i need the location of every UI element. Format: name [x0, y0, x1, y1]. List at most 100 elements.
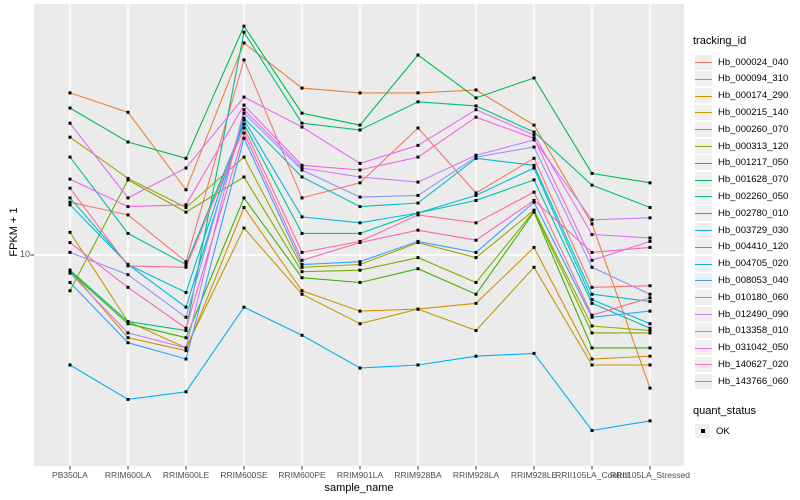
data-point	[300, 289, 304, 293]
legend-entry-quant-ok: OK	[695, 423, 730, 439]
data-point	[358, 239, 362, 243]
data-point	[416, 143, 420, 147]
data-point	[184, 329, 188, 333]
data-point	[648, 239, 652, 243]
data-point	[590, 346, 594, 350]
legend-key-swatch	[695, 222, 712, 238]
data-point	[358, 91, 362, 95]
data-point	[358, 231, 362, 235]
data-point	[590, 429, 594, 433]
data-point	[648, 284, 652, 288]
data-point	[126, 140, 130, 144]
legend-key-swatch	[695, 172, 712, 188]
data-point	[184, 346, 188, 350]
data-point	[242, 95, 246, 99]
data-point	[300, 258, 304, 262]
y-axis-title: FPKM + 1	[8, 207, 20, 257]
data-point	[300, 125, 304, 129]
data-point	[532, 351, 536, 355]
data-point	[300, 250, 304, 254]
data-point	[474, 354, 478, 358]
data-point	[184, 265, 188, 269]
data-point	[358, 366, 362, 370]
data-point	[242, 111, 246, 115]
line-swatch-icon	[695, 95, 712, 97]
data-point	[358, 322, 362, 326]
legend-entry-Hb_002780_010: Hb_002780_010	[695, 205, 788, 221]
data-point	[474, 104, 478, 108]
legend-entry-label: Hb_000215_140	[718, 106, 789, 118]
line-swatch-icon	[695, 196, 712, 198]
line-swatch-icon	[695, 146, 712, 147]
data-point	[648, 363, 652, 367]
line-swatch-icon	[695, 78, 712, 80]
data-point	[474, 250, 478, 254]
data-point	[68, 268, 72, 272]
data-point	[648, 309, 652, 313]
data-point	[126, 336, 130, 340]
legend-entry-label: Hb_031042_050	[718, 342, 789, 354]
x-tick-label: RRII105LA_Stressed	[610, 470, 690, 480]
line-swatch-icon	[695, 62, 712, 63]
data-point	[648, 329, 652, 333]
data-point	[242, 122, 246, 126]
data-point	[126, 110, 130, 114]
legend-entry-label: Hb_004410_120	[718, 241, 789, 253]
data-point	[474, 191, 478, 195]
legend-entry-Hb_000094_310: Hb_000094_310	[695, 71, 788, 87]
data-point	[126, 196, 130, 200]
data-point	[242, 103, 246, 107]
legend-entry-Hb_002260_050: Hb_002260_050	[695, 188, 788, 204]
line-swatch-icon	[695, 112, 712, 114]
data-point	[590, 357, 594, 361]
data-point	[648, 216, 652, 220]
legend-key-swatch	[695, 256, 712, 272]
data-point	[532, 200, 536, 204]
x-tick-label: RRIM901LA	[336, 470, 384, 480]
legend-entry-Hb_008053_040: Hb_008053_040	[695, 272, 788, 288]
data-point	[68, 230, 72, 234]
legend-entry-label: Hb_001217_050	[718, 157, 789, 169]
legend-key-swatch	[695, 188, 712, 204]
legend-entry-label: Hb_008053_040	[718, 274, 789, 286]
x-tick-label: RRIM600LE	[162, 470, 210, 480]
data-point	[184, 315, 188, 319]
data-point	[358, 260, 362, 264]
legend-entry-label: Hb_002780_010	[718, 207, 789, 219]
data-point	[358, 205, 362, 209]
data-point	[358, 268, 362, 272]
data-point	[358, 168, 362, 172]
legend-entry-Hb_010180_060: Hb_010180_060	[695, 289, 788, 305]
data-point	[126, 205, 130, 209]
quant-ok-key	[695, 424, 710, 438]
data-point	[300, 111, 304, 115]
data-point	[590, 363, 594, 367]
data-point	[242, 116, 246, 120]
line-swatch-icon	[695, 230, 712, 231]
legend-entry-label: Hb_140627_020	[718, 358, 789, 370]
data-point	[590, 324, 594, 328]
data-point	[242, 118, 246, 122]
x-tick-label: RRIM600LA	[104, 470, 152, 480]
data-point	[358, 128, 362, 132]
data-point	[300, 265, 304, 269]
data-point	[68, 289, 72, 293]
legend-entry-Hb_003729_030: Hb_003729_030	[695, 222, 788, 238]
data-point	[590, 285, 594, 289]
data-point	[358, 221, 362, 225]
legend-entry-label: Hb_001628_070	[718, 174, 789, 186]
legend-key-swatch	[695, 373, 712, 389]
legend-entry-label: Hb_013358_010	[718, 325, 789, 337]
data-point	[68, 363, 72, 367]
data-point	[242, 108, 246, 112]
legend-title-quant-status: quant_status	[693, 405, 756, 417]
data-point	[648, 354, 652, 358]
data-point	[648, 292, 652, 296]
data-point	[532, 133, 536, 137]
legend-key-swatch	[695, 272, 712, 288]
data-point	[126, 397, 130, 401]
legend-entry-Hb_140627_020: Hb_140627_020	[695, 356, 788, 372]
data-point	[184, 349, 188, 353]
